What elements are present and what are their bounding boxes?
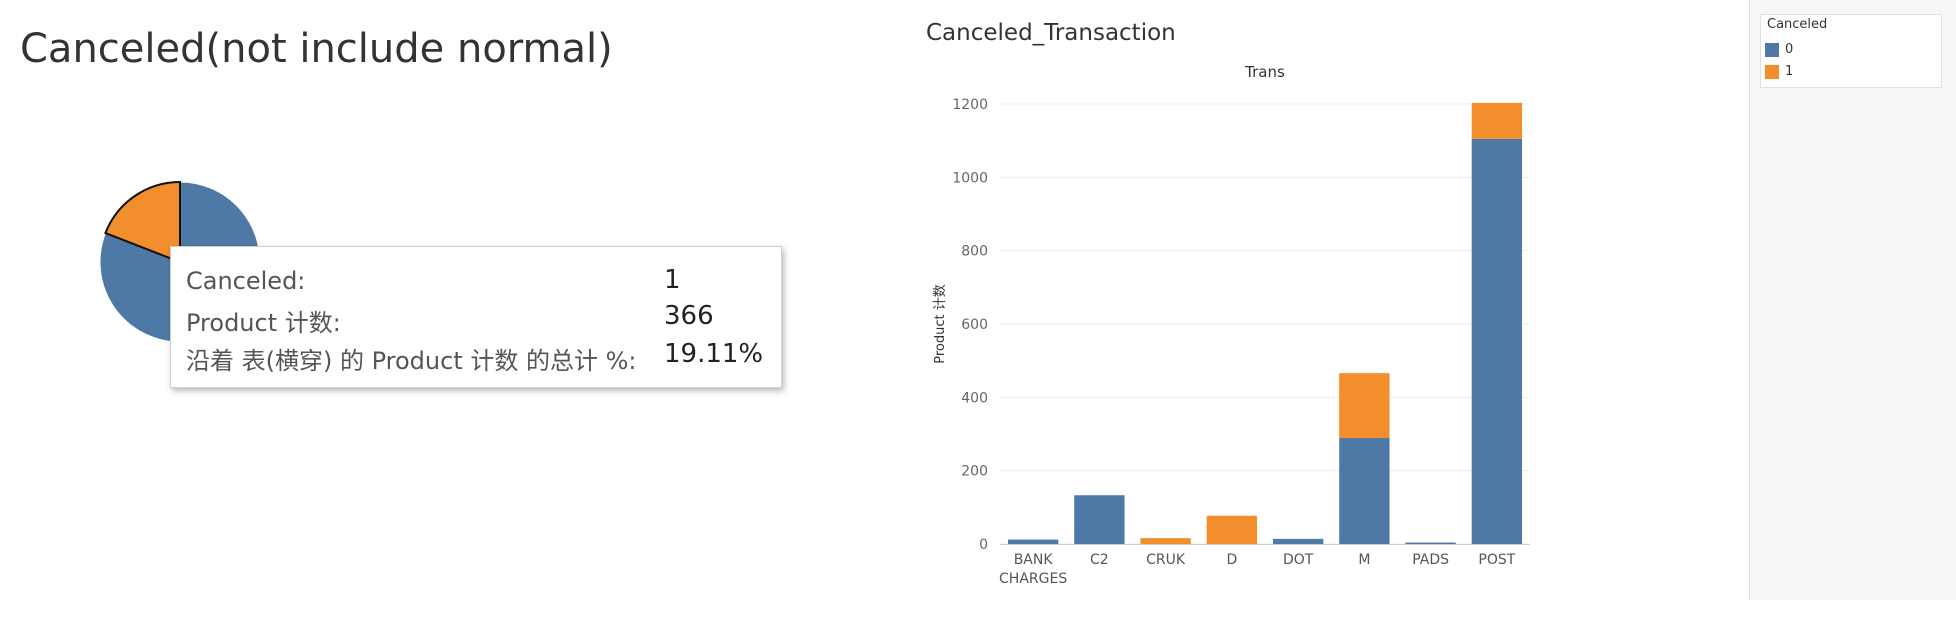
bar-d-series-1[interactable] (1206, 515, 1258, 544)
bar-c2-series-0[interactable] (1074, 495, 1125, 544)
legend-label-1: 1 (1785, 64, 1794, 79)
bar-m-series-1[interactable] (1339, 373, 1390, 439)
bar-post-series-1[interactable] (1471, 102, 1523, 139)
tooltip-label-count: Product 计数: (186, 309, 341, 337)
y-tick-label: 600 (961, 317, 988, 333)
tooltip-label-canceled: Canceled: (186, 267, 306, 295)
y-tick-label: 0 (979, 537, 988, 553)
y-tick-label: 1200 (952, 97, 988, 113)
y-tick-label: 1000 (952, 170, 988, 186)
bar-post-series-0[interactable] (1471, 138, 1523, 544)
bar-pads-series-0[interactable] (1405, 542, 1456, 544)
x-tick-label: CRUK (1146, 552, 1186, 568)
chart-header: Trans (1244, 63, 1285, 81)
y-tick-label: 200 (961, 464, 988, 480)
tooltip-label-percent: 沿着 表(横穿) 的 Product 计数 的总计 %: (186, 347, 637, 375)
y-tick-label: 400 (961, 390, 988, 406)
x-tick-label: C2 (1090, 552, 1109, 568)
pie-title: Canceled(not include normal) (20, 26, 613, 72)
legend-title: Canceled (1767, 17, 1828, 32)
bar-dot-series-0[interactable] (1272, 538, 1324, 544)
legend[interactable]: Canceled 0 1 (1760, 14, 1942, 88)
legend-label-0: 0 (1785, 42, 1794, 57)
bar-m-series-0[interactable] (1339, 438, 1390, 544)
tooltip: Canceled: 1 Product 计数: 366 沿着 表(横穿) 的 P… (170, 246, 782, 388)
pie-slice-1[interactable] (104, 180, 181, 264)
tooltip-value-count: 366 (664, 301, 714, 331)
x-tick-label: POST (1478, 552, 1515, 568)
bar-chart-title: Canceled_Transaction (926, 20, 1176, 46)
tooltip-value-percent: 19.11% (664, 339, 764, 369)
x-tick-label: M (1358, 552, 1370, 568)
y-axis-label: Product 计数 (933, 284, 948, 364)
bar-bank-charges-series-0[interactable] (1007, 539, 1059, 544)
legend-swatch-1 (1765, 65, 1779, 79)
tooltip-value-canceled: 1 (664, 265, 681, 295)
bar-cruk-series-1[interactable] (1140, 538, 1191, 544)
x-tick-label: PADS (1412, 552, 1449, 568)
legend-swatch-0 (1765, 43, 1779, 57)
x-tick-label: DOT (1283, 552, 1314, 568)
x-tick-label: D (1226, 552, 1237, 568)
x-tick-label: BANK CHARGES (999, 552, 1067, 587)
y-tick-label: 800 (961, 244, 988, 260)
legend-panel: Canceled 0 1 (1749, 0, 1956, 600)
bar-chart[interactable]: Trans 0 200 400 600 800 1000 1200 Product 计数 BANK… (920, 50, 1560, 600)
